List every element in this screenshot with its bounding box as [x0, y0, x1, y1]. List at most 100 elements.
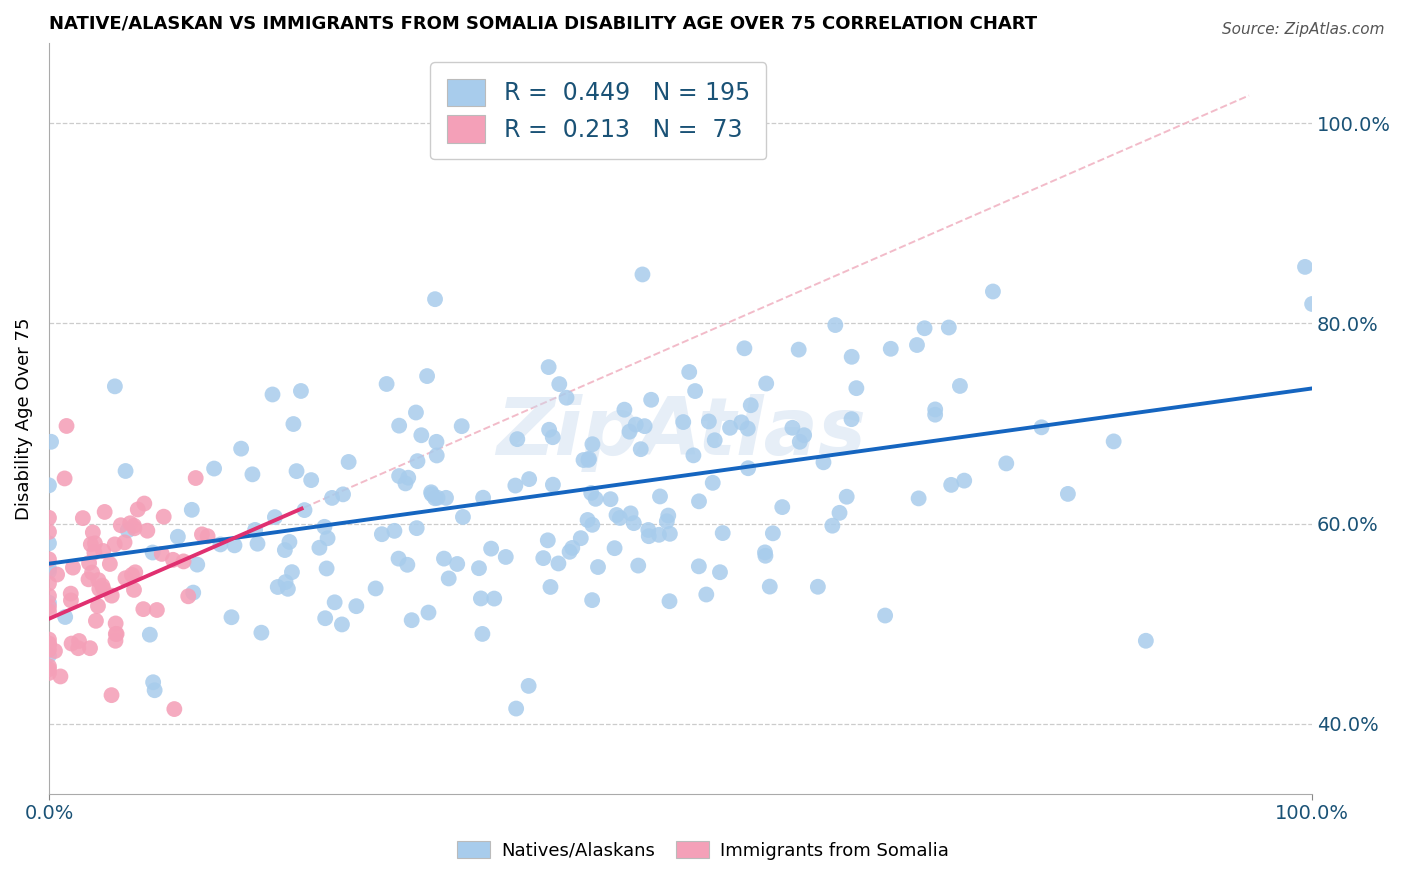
- Point: [277, 582, 299, 596]
- Point: [495, 549, 517, 564]
- Point: [49, 669, 72, 683]
- Point: [396, 558, 419, 572]
- Point: [38, 637, 60, 651]
- Point: [337, 455, 360, 469]
- Point: [330, 617, 353, 632]
- Point: [880, 342, 903, 356]
- Point: [38, 648, 60, 663]
- Point: [82, 525, 104, 540]
- Point: [581, 593, 603, 607]
- Point: [384, 524, 406, 538]
- Point: [91, 582, 114, 596]
- Point: [484, 591, 506, 606]
- Point: [267, 580, 290, 594]
- Point: [793, 428, 815, 442]
- Point: [538, 423, 561, 437]
- Point: [146, 603, 169, 617]
- Point: [718, 421, 741, 435]
- Point: [648, 490, 671, 504]
- Point: [425, 434, 447, 449]
- Point: [38, 524, 60, 539]
- Point: [77, 572, 100, 586]
- Point: [38, 511, 60, 525]
- Point: [274, 575, 297, 590]
- Point: [733, 341, 755, 355]
- Point: [38, 565, 60, 579]
- Point: [845, 381, 868, 395]
- Point: [1301, 297, 1323, 311]
- Point: [657, 508, 679, 523]
- Point: [697, 415, 720, 429]
- Point: [446, 557, 468, 571]
- Point: [540, 580, 562, 594]
- Point: [122, 518, 145, 533]
- Point: [451, 510, 474, 524]
- Point: [93, 505, 115, 519]
- Point: [104, 537, 127, 551]
- Point: [139, 628, 162, 642]
- Point: [62, 560, 84, 574]
- Point: [581, 486, 603, 500]
- Point: [558, 545, 581, 559]
- Point: [38, 589, 60, 603]
- Point: [762, 526, 785, 541]
- Point: [682, 448, 704, 462]
- Point: [471, 627, 494, 641]
- Point: [39, 434, 62, 449]
- Point: [114, 571, 136, 585]
- Point: [1294, 260, 1316, 274]
- Point: [605, 508, 627, 522]
- Point: [91, 579, 114, 593]
- Point: [914, 321, 936, 335]
- Point: [423, 292, 446, 306]
- Point: [224, 538, 246, 552]
- Point: [67, 634, 90, 648]
- Legend: R =  0.449   N = 195, R =  0.213   N =  73: R = 0.449 N = 195, R = 0.213 N = 73: [430, 62, 766, 160]
- Point: [758, 580, 780, 594]
- Point: [294, 503, 316, 517]
- Point: [38, 662, 60, 676]
- Point: [221, 610, 243, 624]
- Point: [173, 554, 195, 568]
- Point: [38, 576, 60, 591]
- Point: [572, 453, 595, 467]
- Point: [344, 599, 367, 614]
- Point: [388, 469, 411, 483]
- Point: [364, 582, 387, 596]
- Point: [420, 485, 443, 500]
- Point: [740, 398, 762, 412]
- Point: [396, 471, 419, 485]
- Point: [162, 553, 184, 567]
- Point: [274, 543, 297, 558]
- Point: [127, 502, 149, 516]
- Point: [110, 518, 132, 533]
- Point: [678, 365, 700, 379]
- Point: [924, 402, 946, 417]
- Point: [517, 472, 540, 486]
- Point: [53, 610, 76, 624]
- Point: [114, 464, 136, 478]
- Point: [38, 638, 60, 652]
- Point: [134, 497, 156, 511]
- Point: [479, 541, 502, 556]
- Point: [136, 524, 159, 538]
- Point: [824, 318, 846, 332]
- Point: [104, 633, 127, 648]
- Point: [624, 417, 647, 432]
- Point: [299, 473, 322, 487]
- Point: [104, 379, 127, 393]
- Point: [506, 432, 529, 446]
- Point: [841, 350, 863, 364]
- Point: [613, 402, 636, 417]
- Point: [658, 594, 681, 608]
- Point: [547, 557, 569, 571]
- Point: [38, 599, 60, 614]
- Point: [599, 492, 621, 507]
- Point: [38, 659, 60, 673]
- Point: [627, 558, 650, 573]
- Point: [38, 561, 60, 575]
- Point: [394, 476, 416, 491]
- Point: [84, 614, 107, 628]
- Point: [782, 421, 804, 435]
- Point: [569, 531, 592, 545]
